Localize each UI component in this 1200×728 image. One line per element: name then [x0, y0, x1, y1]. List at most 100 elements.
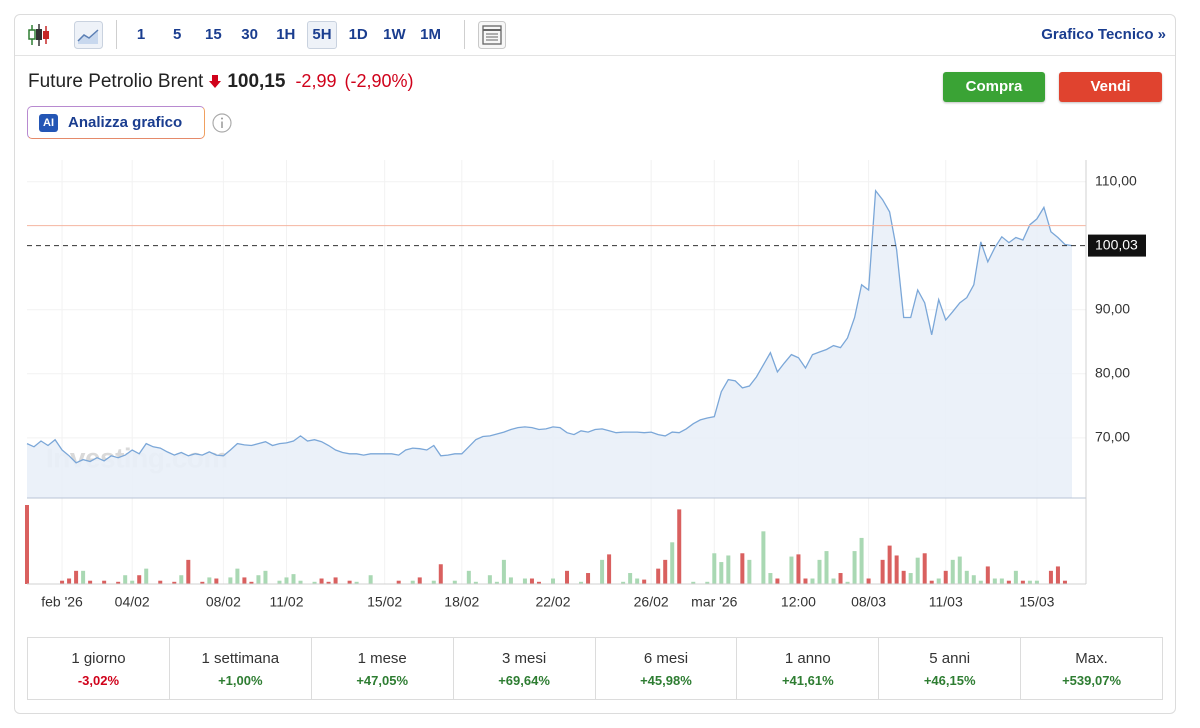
toolbar-separator — [116, 20, 117, 49]
volume-bar — [501, 559, 506, 584]
volume-bar — [971, 575, 976, 584]
volume-bar — [347, 580, 352, 584]
interval-button[interactable]: 1H — [276, 26, 296, 43]
x-tick-label: mar '26 — [691, 594, 737, 610]
y-tick-label: 110,00 — [1095, 172, 1137, 188]
volume-bar — [438, 564, 443, 584]
volume-bar — [803, 578, 808, 584]
volume-bar — [263, 570, 268, 584]
volume-bar — [859, 537, 864, 584]
x-tick-label: 04/02 — [115, 594, 150, 610]
volume-bar — [200, 581, 205, 584]
interval-button[interactable]: 1M — [420, 26, 442, 43]
candles-icon[interactable] — [26, 22, 52, 48]
period-label: 5 anni — [929, 650, 971, 667]
volume-bar — [186, 559, 191, 584]
interval-button[interactable]: 1W — [383, 26, 406, 43]
period-change: +1,00% — [218, 673, 263, 688]
volume-bar — [172, 581, 177, 584]
volume-bar — [866, 578, 871, 584]
performance-cell: 1 settimana +1,00% — [168, 638, 311, 699]
last-price: 100,15 — [227, 71, 286, 92]
volume-bar — [929, 580, 934, 584]
interval-button[interactable]: 5H — [307, 21, 337, 49]
x-tick-label: 15/03 — [1019, 594, 1054, 610]
volume-bar — [137, 575, 142, 584]
volume-bar — [999, 578, 1004, 584]
interval-button[interactable]: 5 — [173, 26, 182, 43]
volume-bar — [452, 580, 457, 584]
buy-button[interactable]: Compra — [943, 72, 1045, 102]
period-change: +69,64% — [498, 673, 550, 688]
volume-bar — [880, 559, 885, 584]
widget-frame — [14, 14, 1176, 714]
volume-bar — [1048, 570, 1053, 584]
x-tick-label: feb '26 — [41, 594, 83, 610]
volume-bar — [796, 554, 801, 584]
interval-button[interactable]: 15 — [205, 26, 222, 43]
volume-bar — [628, 573, 633, 584]
volume-bar — [621, 581, 626, 584]
volume-bar — [326, 581, 331, 584]
performance-cell: 6 mesi +45,98% — [594, 638, 737, 699]
period-change: +47,05% — [356, 673, 409, 688]
price-line — [26, 188, 1073, 464]
volume-bar — [291, 574, 296, 584]
interval-button[interactable]: 30 — [241, 26, 258, 43]
volume-bar — [158, 580, 163, 584]
technical-chart-link[interactable]: Grafico Tecnico » — [1041, 26, 1166, 43]
volume-bar — [130, 580, 135, 584]
volume-bar — [565, 570, 570, 584]
volume-bar — [691, 581, 696, 584]
x-tick-label: 22/02 — [535, 594, 570, 610]
volume-bar — [508, 577, 513, 584]
volume-bar — [277, 580, 282, 584]
volume-bar — [894, 555, 899, 584]
volume-bar — [123, 575, 128, 584]
volume-bar — [284, 577, 289, 584]
volume-bar — [473, 581, 478, 584]
volume-bar — [1062, 580, 1067, 584]
line-chart-icon[interactable] — [74, 21, 103, 49]
performance-cell: 1 anno +41,61% — [736, 638, 878, 699]
last-price-label: 100,03 — [1095, 236, 1138, 252]
volume-bar — [908, 573, 913, 584]
ai-badge: AI — [39, 113, 58, 132]
volume-bar — [677, 509, 682, 584]
volume-bar — [396, 580, 401, 584]
period-label: Max. — [1075, 650, 1108, 667]
volume-bar — [740, 553, 745, 584]
x-tick-label: 26/02 — [634, 594, 669, 610]
volume-bar — [985, 566, 990, 584]
x-tick-label: 18/02 — [444, 594, 479, 610]
volume-bar — [768, 573, 773, 584]
performance-cell: 3 mesi +69,64% — [452, 638, 595, 699]
x-tick-label: 11/03 — [929, 594, 963, 610]
volume-bar — [838, 573, 843, 584]
volume-bar — [74, 570, 79, 584]
ai-analysis-button[interactable]: AI Analizza grafico — [27, 106, 205, 139]
x-tick-label: 15/02 — [367, 594, 402, 610]
volume-bar — [550, 578, 555, 584]
volume-bar — [901, 570, 906, 584]
period-label: 1 giorno — [71, 650, 126, 667]
volume-bar — [635, 578, 640, 584]
volume-bar — [214, 578, 219, 584]
volume-bar — [600, 559, 605, 584]
volume-bar — [775, 578, 780, 584]
volume-bar — [992, 578, 997, 584]
ai-button-label: Analizza grafico — [68, 114, 183, 131]
volume-bar — [586, 573, 591, 584]
info-icon[interactable] — [212, 113, 232, 133]
interval-button[interactable]: 1D — [348, 26, 368, 43]
volume-bar — [607, 554, 612, 584]
volume-bar — [354, 581, 359, 584]
period-change: +45,98% — [640, 673, 692, 688]
interval-button[interactable]: 1 — [136, 26, 146, 43]
sell-button[interactable]: Vendi — [1059, 72, 1162, 102]
toolbar-divider — [15, 55, 1175, 56]
volume-bar — [522, 578, 527, 584]
volume-bar — [887, 545, 892, 584]
layout-icon[interactable] — [478, 21, 506, 49]
